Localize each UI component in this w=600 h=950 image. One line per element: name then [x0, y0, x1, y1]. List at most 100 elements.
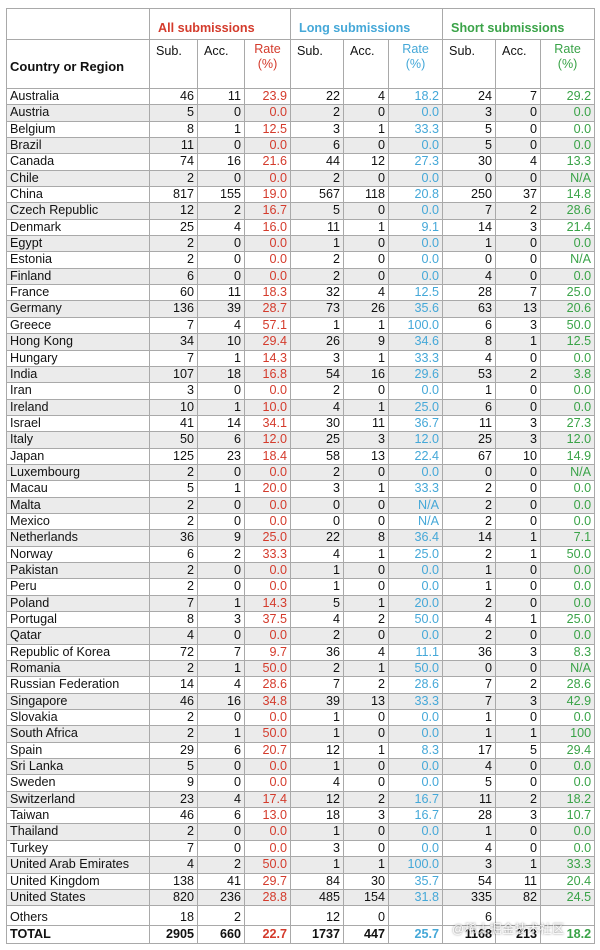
all-rate-cell: 0.0	[243, 758, 292, 776]
submissions-table: All submissions Long submissions Short s…	[6, 8, 596, 945]
column-all-acc: Acc.	[197, 39, 245, 89]
all-rate-cell: 0.0	[243, 774, 292, 792]
country-cell: Austria	[6, 104, 150, 122]
country-cell: Italy	[6, 431, 150, 449]
long-acc-cell: 0	[343, 512, 390, 531]
long-sub-cell: 30	[290, 414, 345, 433]
long-acc-cell: 1	[343, 398, 390, 416]
all-rate-cell: 16.7	[243, 202, 292, 220]
group-header-empty	[6, 8, 150, 40]
all-sub-cell: 12	[149, 202, 198, 220]
long-rate-cell: 0.0	[388, 267, 444, 286]
all-acc-cell: 2	[197, 856, 245, 874]
short-acc-cell: 4	[495, 153, 542, 171]
short-acc-cell: 0	[495, 235, 542, 253]
all-sub-cell: 2	[149, 463, 198, 482]
all-rate-cell	[243, 905, 292, 927]
table-row: Poland 7 1 14.3 5 1 20.0 2 0 0.0	[6, 594, 596, 613]
all-acc-cell: 0	[197, 839, 245, 858]
long-acc-cell: 0	[343, 905, 390, 927]
long-acc-cell: 1	[343, 480, 390, 498]
short-rate-cell: 7.1	[540, 529, 596, 547]
all-rate-cell: 12.0	[243, 431, 292, 449]
long-sub-cell: 1	[290, 316, 345, 335]
long-acc-cell: 447	[343, 925, 390, 945]
all-sub-cell: 60	[149, 284, 198, 302]
short-acc-cell: 0	[495, 349, 542, 367]
country-cell: India	[6, 365, 150, 384]
short-sub-cell: 2	[442, 496, 497, 514]
short-acc-cell: 3	[495, 316, 542, 335]
all-acc-cell: 41	[197, 872, 245, 890]
short-rate-cell: 0.0	[540, 758, 596, 776]
short-sub-cell: 2	[442, 512, 497, 531]
short-rate-cell: 12.5	[540, 333, 596, 351]
long-rate-cell: 18.2	[388, 87, 444, 106]
table-row: Republic of Korea 72 7 9.7 36 4 11.1 36 3 8.3	[6, 643, 596, 662]
short-rate-cell: N/A	[540, 660, 596, 678]
long-rate-cell: 35.7	[388, 872, 444, 890]
all-rate-cell: 18.3	[243, 284, 292, 302]
long-acc-cell: 0	[343, 709, 390, 727]
all-sub-cell: 2	[149, 561, 198, 580]
all-rate-cell: 0.0	[243, 839, 292, 858]
long-sub-cell: 54	[290, 365, 345, 384]
country-cell: Canada	[6, 153, 150, 171]
all-sub-cell: 6	[149, 545, 198, 563]
country-cell: Luxembourg	[6, 463, 150, 482]
country-cell: Russian Federation	[6, 676, 150, 694]
short-rate-cell: 0.0	[540, 267, 596, 286]
long-rate-cell: 25.0	[388, 398, 444, 416]
long-acc-cell: 0	[343, 267, 390, 286]
long-acc-cell: 0	[343, 104, 390, 122]
all-acc-cell: 155	[197, 186, 245, 204]
short-sub-cell: 0	[442, 169, 497, 188]
all-rate-cell: 34.1	[243, 414, 292, 433]
all-sub-cell: 11	[149, 137, 198, 155]
short-acc-cell: 1	[495, 725, 542, 743]
country-cell: Qatar	[6, 627, 150, 645]
short-sub-cell: 4	[442, 610, 497, 629]
short-acc-cell: 1	[495, 529, 542, 547]
short-sub-cell: 4	[442, 349, 497, 367]
long-rate-cell: 34.6	[388, 333, 444, 351]
all-rate-cell: 50.0	[243, 660, 292, 678]
short-sub-cell: 11	[442, 790, 497, 809]
long-sub-cell: 0	[290, 496, 345, 514]
short-acc-cell: 0	[495, 120, 542, 139]
long-rate-cell: 0.0	[388, 382, 444, 400]
country-cell: France	[6, 284, 150, 302]
long-sub-cell: 2	[290, 169, 345, 188]
short-sub-cell: 4	[442, 758, 497, 776]
long-acc-cell: 0	[343, 137, 390, 155]
country-cell: Sweden	[6, 774, 150, 792]
short-acc-cell: 0	[495, 169, 542, 188]
long-rate-cell: 0.0	[388, 463, 444, 482]
country-cell: Peru	[6, 578, 150, 596]
all-rate-cell: 0.0	[243, 463, 292, 482]
long-sub-cell: 1	[290, 235, 345, 253]
all-sub-cell: 2	[149, 512, 198, 531]
long-acc-cell: 0	[343, 169, 390, 188]
long-sub-cell: 3	[290, 349, 345, 367]
country-cell: Republic of Korea	[6, 643, 150, 662]
all-acc-cell: 236	[197, 888, 245, 907]
all-rate-cell: 20.7	[243, 741, 292, 760]
all-sub-cell: 2905	[149, 925, 198, 945]
short-sub-cell: 30	[442, 153, 497, 171]
country-cell: Israel	[6, 414, 150, 433]
long-sub-cell: 12	[290, 790, 345, 809]
short-acc-cell: 0	[495, 660, 542, 678]
table-row: Portugal 8 3 37.5 4 2 50.0 4 1 25.0	[6, 610, 596, 629]
short-acc-cell: 1	[495, 856, 542, 874]
long-rate-cell: 0.0	[388, 561, 444, 580]
short-rate-cell: 0.0	[540, 137, 596, 155]
table-row: Switzerland 23 4 17.4 12 2 16.7 11 2 18.2	[6, 790, 596, 809]
long-sub-cell: 18	[290, 807, 345, 825]
table-row: China 817 155 19.0 567 118 20.8 250 37 14.8	[6, 186, 596, 204]
column-all-rate: Rate (%)	[243, 39, 292, 89]
short-rate-cell: 0.0	[540, 594, 596, 613]
short-acc-cell: 0	[495, 496, 542, 514]
short-rate-cell: 28.6	[540, 676, 596, 694]
all-sub-cell: 8	[149, 120, 198, 139]
